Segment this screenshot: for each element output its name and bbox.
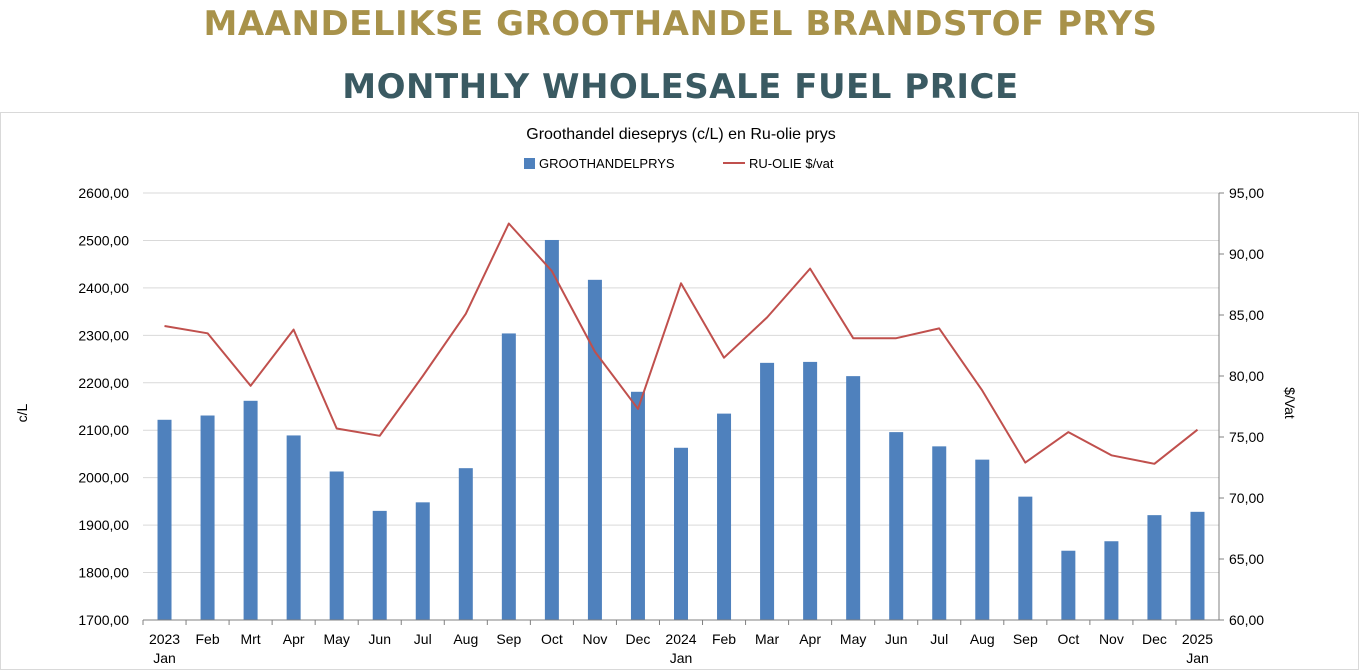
x-tick-label: Aug: [970, 631, 995, 647]
line-path: [164, 222, 1199, 465]
y-tick-label: 2400,00: [78, 280, 129, 296]
x-tick-label: Apr: [283, 631, 305, 647]
x-tick-label: Oct: [541, 631, 563, 647]
line-series: [164, 222, 1199, 465]
bar: [846, 376, 861, 620]
y-tick-label: 1900,00: [78, 517, 129, 533]
bar: [1190, 511, 1205, 620]
right-axis-ticks: 60,00 65,00 70,00 75,00 80,00 85,00 90,00 95,00: [1219, 185, 1264, 628]
page-title-english: MONTHLY WHOLESALE FUEL PRICE: [342, 67, 1019, 107]
bar: [243, 400, 258, 620]
y-tick-label: 2300,00: [78, 327, 129, 343]
bar: [630, 391, 645, 620]
bar: [760, 362, 775, 620]
y2-tick-label: 65,00: [1229, 551, 1264, 567]
x-tick-label: Dec: [626, 631, 651, 647]
y2-tick-label: 95,00: [1229, 185, 1264, 201]
y2-axis-label: $/Vat: [1282, 387, 1298, 419]
x-tick-label: Mrt: [240, 631, 260, 647]
bar: [587, 279, 602, 620]
bar: [544, 239, 559, 620]
bar: [1147, 515, 1162, 620]
x-tick-label: Oct: [1057, 631, 1079, 647]
x-tick-label: Nov: [1099, 631, 1124, 647]
bar: [889, 432, 904, 620]
x-tick-label: 2024: [665, 631, 696, 647]
y2-tick-label: 80,00: [1229, 368, 1264, 384]
bar: [329, 471, 344, 620]
bar-series: [157, 239, 1205, 620]
bar: [415, 502, 430, 620]
bar: [372, 510, 387, 620]
bar: [200, 415, 215, 620]
x-tick-label: Sep: [496, 631, 521, 647]
bar: [501, 333, 516, 620]
chart-title: Groothandel dieseprys (c/L) en Ru-olie p…: [526, 126, 835, 143]
y2-tick-label: 85,00: [1229, 307, 1264, 323]
bar: [286, 435, 301, 620]
left-axis-ticks: 1700,00 1800,00 1900,00 2000,00 2100,00 2200,…: [78, 185, 129, 628]
bar: [458, 468, 473, 620]
chart: Groothandel dieseprys (c/L) en Ru-olie p…: [14, 126, 1298, 666]
y-axis-label: c/L: [14, 403, 30, 422]
x-tick-label: Mar: [755, 631, 779, 647]
y-tick-label: 1700,00: [78, 612, 129, 628]
x-tick-label: Feb: [195, 631, 219, 647]
x-tick-label: Nov: [582, 631, 607, 647]
x-tick-label: Jan: [153, 650, 176, 666]
y2-tick-label: 70,00: [1229, 490, 1264, 506]
bar: [157, 419, 172, 620]
y-tick-label: 2100,00: [78, 422, 129, 438]
bar: [717, 413, 732, 620]
bar: [1018, 496, 1033, 620]
legend-label-bar: GROOTHANDELPRYS: [539, 156, 675, 171]
x-tick-label: Jun: [368, 631, 391, 647]
y-tick-label: 2200,00: [78, 375, 129, 391]
x-tick-label: 2023: [149, 631, 180, 647]
x-tick-label: 2025: [1182, 631, 1213, 647]
x-tick-label: May: [840, 631, 866, 647]
bar: [975, 459, 990, 620]
x-tick-label: Jun: [885, 631, 908, 647]
y2-tick-label: 75,00: [1229, 429, 1264, 445]
x-tick-label: Aug: [453, 631, 478, 647]
y-tick-label: 2500,00: [78, 232, 129, 248]
x-tick-label: Jul: [414, 631, 432, 647]
x-tick-label: Apr: [799, 631, 821, 647]
bar: [674, 447, 688, 620]
page-title-afrikaans: MAANDELIKSE GROOTHANDEL BRANDSTOF PRYS: [203, 4, 1158, 44]
x-tick-label: Jan: [670, 650, 693, 666]
y-tick-label: 2600,00: [78, 185, 129, 201]
y2-tick-label: 60,00: [1229, 612, 1264, 628]
legend-swatch-bar: [524, 158, 535, 169]
y-tick-label: 1800,00: [78, 565, 129, 581]
chart-frame: Groothandel dieseprys (c/L) en Ru-olie p…: [0, 112, 1359, 670]
bar: [1061, 550, 1076, 620]
x-axis-ticks: 2023 Jan Feb Mrt Apr May Jun Jul Aug Sep Oct Nov Dec…: [142, 620, 1213, 666]
bar: [1104, 541, 1119, 620]
x-tick-label: May: [323, 631, 349, 647]
x-tick-label: Sep: [1013, 631, 1038, 647]
bar: [803, 361, 818, 620]
x-tick-label: Dec: [1142, 631, 1167, 647]
chart-legend: GROOTHANDELPRYS RU-OLIE $/vat: [524, 156, 834, 171]
x-tick-label: Jul: [930, 631, 948, 647]
y-tick-label: 2000,00: [78, 470, 129, 486]
chart-axes: [143, 193, 1220, 621]
bar: [932, 446, 947, 620]
x-tick-label: Feb: [712, 631, 736, 647]
x-tick-label: Jan: [1186, 650, 1209, 666]
legend-label-line: RU-OLIE $/vat: [749, 156, 834, 171]
y2-tick-label: 90,00: [1229, 246, 1264, 262]
